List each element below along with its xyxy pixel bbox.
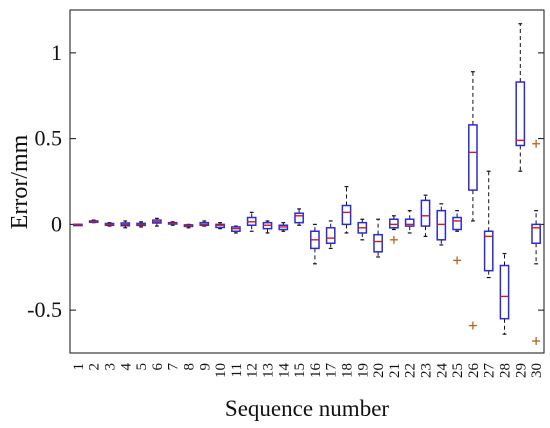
- x-tick-label: 13: [261, 363, 277, 378]
- x-tick-label: 28: [498, 363, 514, 378]
- x-tick-label: 20: [371, 363, 387, 378]
- x-tick-label: 6: [150, 363, 166, 371]
- box-25: [452, 210, 462, 265]
- box-18: [341, 186, 352, 234]
- box-23: [420, 194, 431, 237]
- x-tick-label: 22: [403, 363, 419, 378]
- box-22: [404, 210, 415, 234]
- x-tick-label: 26: [466, 363, 482, 379]
- x-tick-label: 23: [419, 363, 435, 378]
- box-2: [88, 219, 99, 224]
- box-30: [531, 139, 541, 345]
- x-tick-label: 11: [229, 363, 245, 377]
- x-tick-label: 18: [340, 363, 356, 378]
- x-tick-label: 10: [213, 363, 229, 378]
- x-tick-label: 17: [324, 363, 340, 379]
- outlier-marker: [468, 321, 477, 330]
- box-1: [73, 223, 83, 227]
- x-tick-label: 12: [245, 363, 261, 378]
- box-17: [325, 220, 336, 249]
- box-7: [167, 221, 178, 226]
- x-tick-label: 5: [134, 363, 150, 371]
- x-tick-label: 30: [529, 363, 545, 378]
- x-tick-label: 24: [434, 363, 450, 379]
- y-tick-label: 0.5: [35, 126, 63, 151]
- iqr-box: [341, 204, 352, 226]
- iqr-box: [483, 230, 494, 272]
- x-tick-label: 21: [387, 363, 403, 378]
- box-15: [294, 208, 304, 226]
- iqr-box: [515, 81, 526, 147]
- iqr-box: [294, 212, 304, 224]
- x-axis-label: Sequence number: [225, 396, 389, 421]
- iqr-box: [404, 218, 415, 227]
- iqr-box: [531, 223, 541, 244]
- iqr-box: [452, 216, 462, 231]
- box-24: [436, 203, 447, 246]
- box-3: [104, 222, 115, 227]
- iqr-box: [436, 209, 447, 241]
- x-tick-label: 4: [118, 363, 134, 371]
- iqr-box: [325, 227, 336, 244]
- box-16: [310, 223, 320, 265]
- box-14: [278, 222, 289, 232]
- y-axis-label: Error/mm: [7, 134, 33, 229]
- outlier-marker: [532, 139, 541, 148]
- x-tick-label: 25: [450, 363, 466, 378]
- plot-area: [69, 9, 545, 354]
- box-20: [373, 218, 383, 258]
- box-4: [120, 220, 131, 229]
- box-12: [246, 211, 257, 232]
- x-tick-label: 15: [292, 363, 308, 378]
- box-11: [231, 225, 241, 234]
- box-13: [262, 220, 273, 234]
- box-9: [199, 220, 210, 227]
- box-26: [468, 71, 478, 330]
- iqr-box: [420, 199, 431, 227]
- box-19: [357, 218, 368, 241]
- x-tick-label: 1: [71, 363, 87, 371]
- outlier-marker: [389, 235, 398, 244]
- y-tick-label: -0.5: [27, 297, 62, 322]
- x-tick-label: 27: [482, 363, 498, 379]
- x-tick-label: 9: [197, 363, 213, 371]
- x-tick-label: 2: [87, 363, 103, 371]
- box-8: [183, 223, 194, 229]
- x-tick-label: 3: [103, 363, 119, 371]
- box-6: [152, 217, 162, 227]
- x-tick-label: 8: [182, 363, 198, 371]
- iqr-box: [468, 124, 478, 191]
- box-21: [389, 215, 399, 244]
- x-tick-label: 14: [276, 363, 292, 379]
- x-tick-label: 16: [308, 363, 324, 379]
- iqr-box: [499, 264, 510, 320]
- box-28: [499, 252, 510, 335]
- y-tick-label: 0: [51, 211, 62, 236]
- outlier-marker: [532, 336, 541, 345]
- iqr-box: [373, 233, 383, 253]
- outlier-marker: [453, 256, 462, 265]
- box-5: [136, 221, 146, 228]
- box-29: [515, 23, 526, 172]
- box-10: [215, 222, 225, 230]
- box-27: [483, 170, 494, 279]
- iqr-box: [389, 218, 399, 229]
- x-tick-label: 7: [166, 363, 182, 371]
- x-tick-label: 19: [355, 363, 371, 378]
- y-tick-label: 1: [51, 40, 62, 65]
- x-tick-label: 29: [513, 363, 529, 378]
